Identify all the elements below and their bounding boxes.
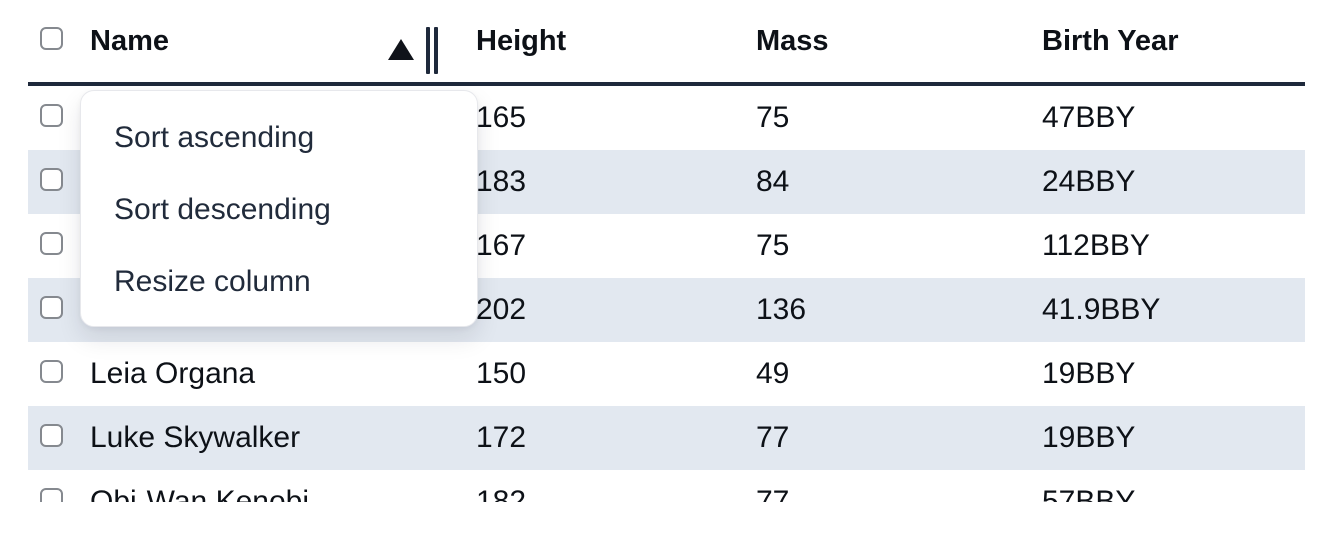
cell-height: 183 [476, 165, 527, 198]
sort-ascending-icon [388, 39, 414, 60]
row-select-checkbox[interactable] [40, 360, 63, 383]
cell-birth-year: 19BBY [1042, 421, 1136, 454]
cell-mass: 84 [756, 165, 790, 198]
cell-birth-year: 41.9BBY [1042, 293, 1161, 326]
menu-item-sort-descending[interactable]: Sort descending [114, 193, 331, 226]
row-select-checkbox[interactable] [40, 488, 63, 502]
cell-name: Luke Skywalker [90, 421, 301, 454]
cell-height: 202 [476, 293, 527, 326]
cell-mass: 75 [756, 101, 790, 134]
cell-birth-year: 24BBY [1042, 165, 1136, 198]
column-header-birth-year[interactable]: Birth Year [1040, 25, 1305, 58]
table-row: Leia Organa 150 49 19BBY [28, 342, 1305, 406]
cell-mass: 77 [756, 421, 790, 454]
column-header-birth-year-label: Birth Year [1042, 24, 1179, 57]
cell-mass: 75 [756, 229, 790, 262]
column-resize-handle-icon[interactable] [426, 27, 438, 74]
row-select-checkbox[interactable] [40, 232, 63, 255]
cell-birth-year: 112BBY [1042, 229, 1150, 262]
column-header-height[interactable]: Height [476, 25, 756, 58]
column-header-name-label: Name [90, 24, 169, 57]
cell-birth-year: 57BBY [1042, 485, 1136, 502]
select-all-cell [28, 27, 80, 55]
table-row: Luke Skywalker 172 77 19BBY [28, 406, 1305, 470]
cell-birth-year: 47BBY [1042, 101, 1136, 134]
select-all-checkbox[interactable] [40, 27, 63, 50]
cell-height: 165 [476, 101, 527, 134]
cell-height: 172 [476, 421, 527, 454]
column-context-menu: Sort ascending Sort descending Resize co… [80, 90, 478, 327]
table-row: Obi-Wan Kenobi 182 77 57BBY [28, 470, 1305, 502]
menu-item-resize-column[interactable]: Resize column [114, 265, 311, 298]
row-select-checkbox[interactable] [40, 104, 63, 127]
cell-mass: 77 [756, 485, 790, 502]
cell-height: 167 [476, 229, 527, 262]
cell-birth-year: 19BBY [1042, 357, 1136, 390]
cell-height: 150 [476, 357, 527, 390]
column-header-mass-label: Mass [756, 24, 829, 57]
column-header-mass[interactable]: Mass [756, 25, 1040, 58]
menu-item-sort-ascending[interactable]: Sort ascending [114, 121, 315, 154]
cell-name: Obi-Wan Kenobi [90, 485, 309, 502]
cell-mass: 136 [756, 293, 807, 326]
column-header-height-label: Height [476, 24, 567, 57]
table-header-row: Name Height Mass Birth Year [28, 0, 1305, 86]
cell-name: Leia Organa [90, 357, 256, 390]
row-select-checkbox[interactable] [40, 296, 63, 319]
row-select-checkbox[interactable] [40, 424, 63, 447]
column-header-name[interactable]: Name [80, 25, 476, 58]
cell-height: 182 [476, 485, 527, 502]
row-select-checkbox[interactable] [40, 168, 63, 191]
cell-mass: 49 [756, 357, 790, 390]
